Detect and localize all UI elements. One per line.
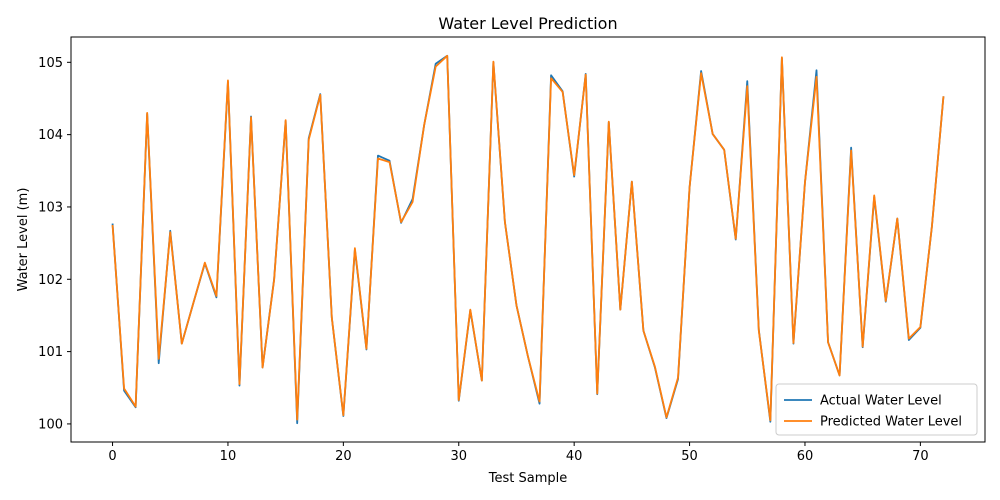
x-tick-label: 30: [450, 449, 467, 464]
y-tick-label: 102: [38, 273, 63, 288]
predicted-water-level-line: [111, 54, 945, 422]
x-tick-label: 20: [335, 449, 352, 464]
x-tick-label: 40: [566, 449, 583, 464]
x-tick-label: 10: [220, 449, 237, 464]
y-axis-ticks: 100 101 102 103 104 105: [38, 56, 71, 432]
x-axis-ticks: 0 10 20 30 40 50 60 70: [108, 442, 929, 464]
legend-box: [775, 383, 978, 436]
y-tick-label: 101: [38, 345, 63, 360]
y-tick-label: 100: [38, 417, 63, 432]
legend-actual-label: Actual Water Level: [820, 394, 942, 409]
x-tick-label: 70: [912, 449, 929, 464]
legend: Actual Water Level Predicted Water Level: [775, 383, 978, 436]
chart-title: Water Level Prediction: [438, 14, 617, 33]
y-axis-label: Water Level (m): [16, 188, 31, 292]
series-lines: [111, 54, 945, 425]
y-tick-label: 103: [38, 200, 63, 215]
y-tick-label: 104: [38, 128, 63, 143]
y-tick-label: 105: [38, 56, 63, 71]
axes-frame: [70, 36, 986, 443]
legend-predicted-label: Predicted Water Level: [820, 415, 962, 430]
x-tick-label: 0: [108, 449, 116, 464]
x-axis-label: Test Sample: [488, 471, 567, 486]
x-tick-label: 60: [797, 449, 814, 464]
x-tick-label: 50: [681, 449, 698, 464]
